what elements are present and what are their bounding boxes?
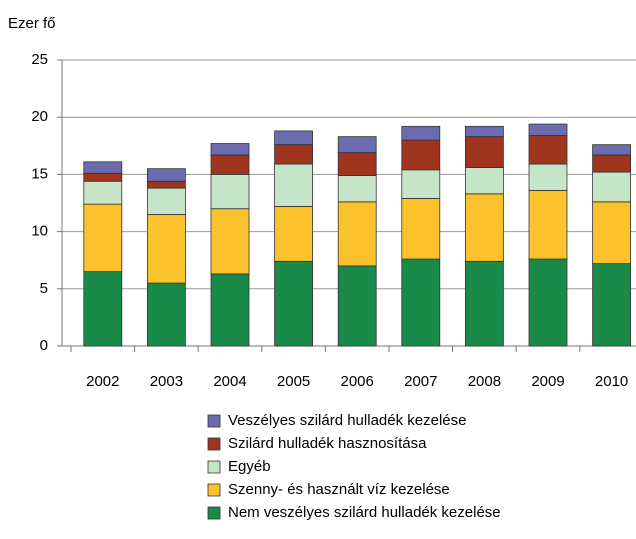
bar-segment [146, 214, 186, 284]
bar-segment [274, 206, 314, 262]
x-tick-label: 2008 [468, 373, 501, 390]
bar-segment [464, 125, 504, 138]
bar-segment [464, 260, 504, 347]
x-tick-label: 2007 [404, 373, 437, 390]
legend-swatch [207, 483, 221, 497]
bar-segment [210, 143, 250, 156]
bar-segment [592, 201, 631, 265]
y-axis-label: Ezer fő [8, 15, 56, 32]
bar-segment [210, 273, 250, 347]
x-tick-label: 2004 [213, 373, 246, 390]
bar-segment [464, 193, 504, 262]
bar-segment [146, 168, 186, 182]
legend-swatch [207, 460, 221, 474]
x-tick-label: 2005 [277, 373, 310, 390]
y-tick-label: 0 [40, 337, 48, 354]
bar-segment [401, 139, 441, 171]
bar-segment [83, 161, 123, 174]
bar-segment [337, 152, 377, 176]
bar-segment [337, 175, 377, 203]
bar-segment [528, 135, 568, 165]
bar-segment [592, 263, 631, 347]
x-tick-label: 2002 [86, 373, 119, 390]
y-tick-label: 10 [31, 223, 48, 240]
bar-segment [337, 201, 377, 267]
bar-segment [528, 258, 568, 347]
bar-segment [274, 130, 314, 146]
y-tick-label: 5 [40, 280, 48, 297]
legend-swatch [207, 437, 221, 451]
bar-segment [337, 136, 377, 154]
bar-segment [210, 208, 250, 275]
bar-segment [146, 180, 186, 189]
y-tick-label: 15 [31, 165, 48, 182]
bar-segment [401, 169, 441, 199]
bar-segment [592, 171, 631, 203]
legend-label: Szilárd hulladék hasznosítása [228, 435, 427, 452]
bar-segment [274, 260, 314, 347]
legend-label: Egyéb [228, 458, 271, 475]
y-tick-label: 25 [31, 51, 48, 68]
bar-segment [274, 163, 314, 207]
bar-segment [337, 265, 377, 347]
x-tick-label: 2003 [150, 373, 183, 390]
bar-segment [210, 154, 250, 175]
bar-segment [528, 190, 568, 260]
x-tick-label: 2009 [531, 373, 564, 390]
legend-label: Szenny- és használt víz kezelése [228, 481, 450, 498]
legend-swatch [207, 506, 221, 520]
bar-segment [528, 123, 568, 136]
bar-segment [83, 172, 123, 182]
bar-segment [210, 173, 250, 210]
bar-segment [146, 187, 186, 215]
legend-label: Nem veszélyes szilárd hulladék kezelése [228, 504, 501, 521]
bar-segment [464, 136, 504, 168]
y-tick-label: 20 [31, 108, 48, 125]
x-tick-label: 2010 [595, 373, 628, 390]
bar-segment [401, 198, 441, 260]
bar-segment [83, 203, 123, 273]
bar-segment [401, 125, 441, 141]
legend-label: Veszélyes szilárd hulladék kezelése [228, 412, 466, 429]
bar-segment [83, 271, 123, 347]
bar-segment [146, 282, 186, 347]
x-tick-label: 2006 [341, 373, 374, 390]
bar-segment [592, 154, 631, 173]
bar-segment [464, 167, 504, 195]
bar-segment [528, 163, 568, 191]
bar-segment [274, 144, 314, 165]
bar-segment [592, 144, 631, 156]
legend-swatch [207, 414, 221, 428]
bar-segment [401, 258, 441, 347]
bar-segment [83, 180, 123, 205]
